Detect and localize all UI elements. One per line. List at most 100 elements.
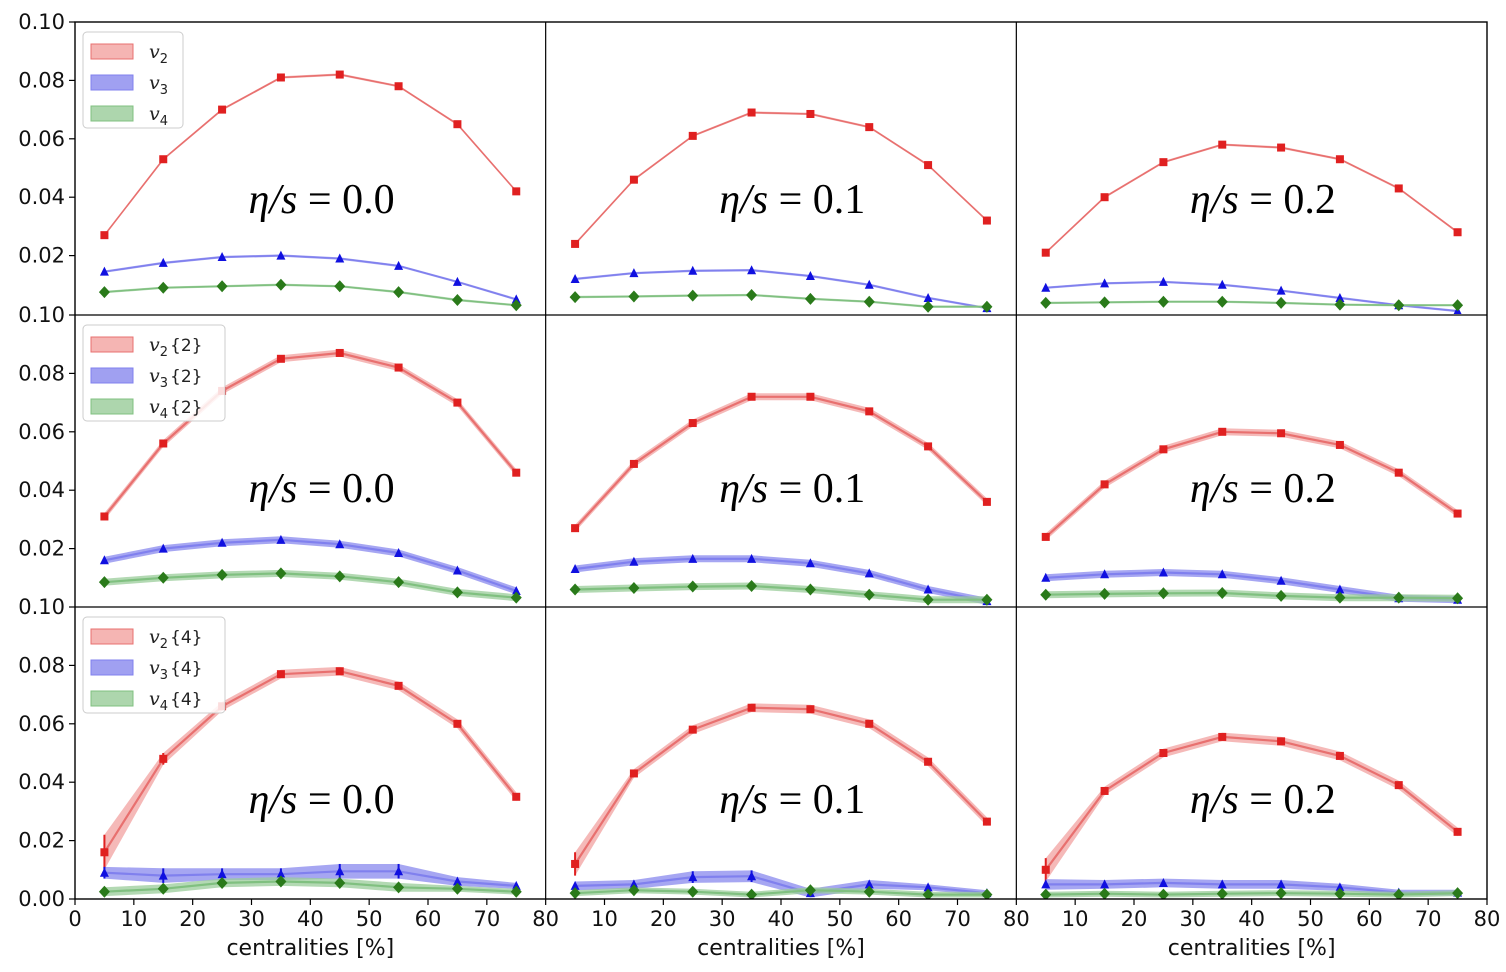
v4-point	[569, 887, 581, 899]
v2-line	[1045, 430, 1459, 538]
legend-subscript: 2	[160, 345, 168, 360]
v4-point	[1157, 295, 1169, 308]
v4-point	[569, 583, 581, 596]
v3-point	[276, 534, 286, 544]
v3-point	[1335, 292, 1345, 302]
v3-point	[629, 556, 639, 566]
v2-point	[1159, 445, 1168, 454]
v3-point	[1158, 877, 1168, 887]
v3-point	[99, 555, 109, 565]
x-tick-label: 80	[1474, 907, 1501, 931]
x-tick-label: 50	[826, 907, 853, 931]
v2-point	[1394, 468, 1403, 477]
v4-point	[1393, 591, 1405, 604]
v3-point	[688, 553, 698, 563]
v2-point	[512, 792, 521, 801]
legend-suffix: {4}	[170, 659, 202, 679]
v4-point	[746, 888, 758, 899]
x-tick-label: 80	[1003, 907, 1030, 931]
v3-point	[688, 265, 698, 275]
eta-s-symbol: η/s	[249, 177, 298, 223]
v3-point	[394, 547, 404, 557]
eta-s-value: = 0.1	[768, 177, 865, 223]
v4-band	[104, 569, 517, 602]
v2-point	[394, 82, 403, 91]
eta-s-symbol: η/s	[249, 777, 298, 823]
eta-s-label: η/s = 0.0	[249, 777, 395, 823]
legend-r3: v2 {4}v3 {4}v4 {4}	[82, 616, 226, 714]
v2-line	[103, 351, 518, 518]
x-axis-label: centralities [%]	[226, 936, 394, 961]
panel-plot-area	[569, 392, 993, 606]
v3-point	[511, 880, 521, 890]
v4-point	[216, 568, 228, 581]
v2-point	[688, 131, 697, 140]
legend-subscript: 2	[160, 52, 168, 67]
v4-point	[1040, 888, 1052, 899]
v3-point	[217, 252, 227, 262]
v4-point	[393, 286, 405, 299]
legend-subscript: 2	[160, 637, 168, 652]
v3-point	[511, 294, 521, 304]
v4-point	[1393, 299, 1405, 312]
eta-s-value: = 0.2	[1239, 777, 1336, 823]
v4-point	[1275, 887, 1287, 899]
v2-point	[1453, 228, 1462, 237]
v4-point	[1157, 888, 1169, 899]
eta-s-value: = 0.2	[1239, 177, 1336, 223]
v2-point	[1277, 143, 1286, 152]
eta-s-value: = 0.1	[768, 777, 865, 823]
v2-point	[806, 109, 815, 118]
legend-suffix: {4}	[170, 628, 202, 648]
eta-s-symbol: η/s	[719, 777, 768, 823]
panel-plot-area	[569, 703, 993, 899]
panel-r3-c1: η/s = 0.0v2 {4}v3 {4}v4 {4}	[82, 616, 522, 898]
v4-point	[1275, 589, 1287, 602]
legend-subscript: 3	[160, 668, 168, 683]
v2-point	[1100, 480, 1109, 489]
v4-line	[575, 889, 987, 896]
v2-line	[574, 111, 988, 245]
v3-point	[570, 564, 580, 574]
v3-point	[1041, 282, 1051, 292]
y-tick-label: 0.02	[18, 537, 65, 561]
legend-symbol: v	[149, 72, 160, 94]
v3-point	[1217, 879, 1227, 889]
v2-point	[865, 123, 874, 132]
x-tick-label: 30	[709, 907, 736, 931]
v2-legend-swatch	[90, 628, 134, 645]
x-tick-label: 30	[1179, 907, 1206, 931]
v3-point	[1335, 882, 1345, 892]
v3-point	[1100, 879, 1110, 889]
y-tick-label: 0.04	[18, 185, 65, 209]
v4-band	[104, 877, 517, 897]
v4-point	[1157, 587, 1169, 600]
v3-point	[1100, 569, 1110, 579]
eta-s-symbol: η/s	[1190, 177, 1239, 223]
v4-point	[804, 583, 816, 596]
panel-r1-c2: η/s = 0.1	[569, 108, 993, 313]
v2-point	[512, 468, 521, 477]
v4-point	[863, 885, 875, 898]
v2-legend-swatch	[90, 336, 134, 353]
v3-point	[217, 869, 227, 879]
v3-point	[923, 882, 933, 892]
v3-legend-swatch	[90, 659, 134, 676]
v2-point	[1159, 158, 1168, 167]
v2-point	[276, 670, 285, 679]
v3-point	[629, 879, 639, 889]
v4-point	[1099, 587, 1111, 600]
y-tick-label: 0.10	[18, 595, 65, 619]
v3-point	[1100, 278, 1110, 288]
v2-point	[924, 161, 933, 170]
v2-point	[159, 439, 168, 448]
v4-point	[1334, 591, 1346, 604]
v3-point	[1276, 285, 1286, 295]
v4-point	[275, 278, 287, 291]
legend-subscript: 4	[160, 699, 168, 714]
y-tick-label: 0.08	[18, 68, 65, 92]
x-tick-label: 30	[238, 907, 265, 931]
v4-point	[1040, 296, 1052, 309]
